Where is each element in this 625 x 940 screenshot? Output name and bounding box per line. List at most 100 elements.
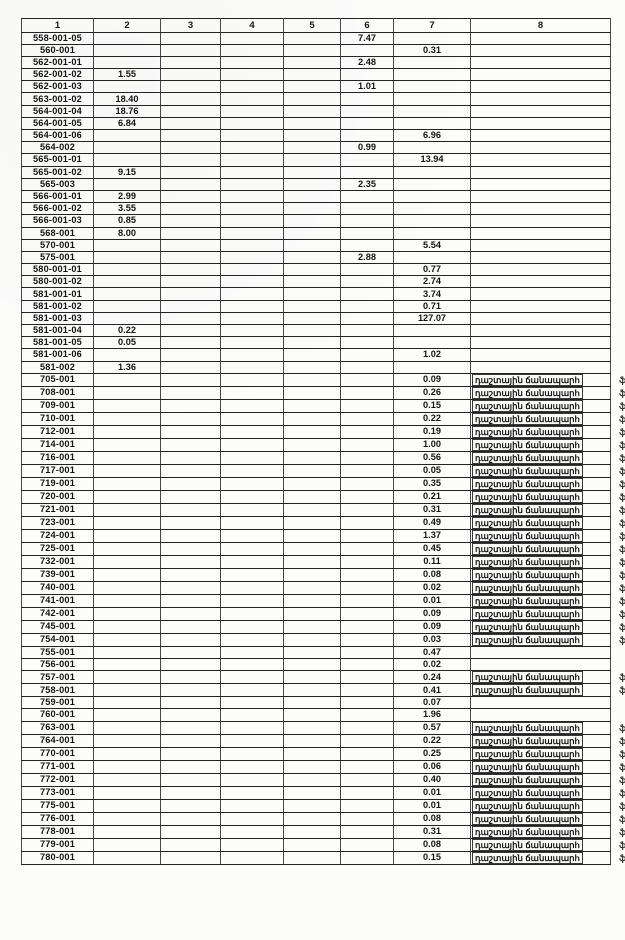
road-type-label: դաշտային ճանապարհ: [472, 825, 583, 838]
table-row: 721-001 0.31 դաշտային ճանապարհ ֆ: [21, 502, 625, 517]
empty-col3-cell: [160, 489, 221, 504]
empty-col4-cell: [220, 238, 284, 252]
value-col6-cell: [340, 336, 394, 350]
value-col6-cell: [340, 619, 394, 634]
road-type-label: դաշտային ճանապարհ: [472, 529, 583, 542]
parcel-id-cell: 562-001-01: [21, 55, 94, 70]
table-row: 566-001-03 0.85: [21, 214, 611, 228]
value-col2-cell: [93, 580, 161, 595]
table-row: 725-001 0.45 դաշտային ճանապարհ ֆ: [21, 541, 625, 556]
table-row: 719-001 0.35 դաշտային ճանապարհ ֆ: [21, 476, 625, 491]
parcel-id-cell: 710-001: [21, 411, 94, 426]
value-col7-cell: 2.74: [393, 275, 471, 289]
empty-col4-cell: [220, 645, 284, 659]
parcel-id-cell: 581-001-03: [21, 311, 94, 326]
table-row: 716-001 0.56 դաշտային ճանապարհ ֆ: [21, 450, 625, 465]
edge-text-fragment: ֆ: [619, 504, 625, 515]
value-col2-cell: [93, 348, 161, 362]
empty-col3-cell: [160, 850, 221, 865]
value-col7-cell: 0.21: [393, 489, 471, 504]
road-type-label: դաշտային ճանապարհ: [472, 451, 583, 464]
value-col2-cell: 3.55: [93, 202, 161, 216]
table-row: 705-001 0.09 դաշտային ճանապարհ ֆ: [21, 372, 625, 387]
value-col7-cell: 0.56: [393, 450, 471, 465]
value-col2-cell: [93, 55, 161, 70]
road-type-label: դաշտային ճանապարհ: [472, 516, 583, 529]
empty-col3-cell: [160, 824, 221, 839]
value-col7-cell: 1.02: [393, 348, 471, 362]
table-row: 763-001 0.57 դաշտային ճանապարհ ֆ: [21, 720, 625, 735]
edge-text-fragment: ֆ: [619, 634, 625, 645]
land-use-cell: [470, 696, 611, 710]
table-row: 739-001 0.08 դաշտային ճանապարհ ֆ: [21, 567, 625, 582]
edge-text-fragment: ֆ: [619, 852, 625, 863]
road-type-label: դաշտային ճանապարհ: [472, 734, 583, 747]
empty-col5-cell: [283, 311, 341, 326]
empty-col5-cell: [283, 250, 341, 265]
empty-col5-cell: [283, 92, 341, 106]
value-col6-cell: [340, 424, 394, 439]
table-row: 780-001 0.15 դաշտային ճանապարհ ֆ: [21, 850, 625, 865]
land-use-cell: [470, 238, 611, 252]
value-col7-cell: 0.47: [393, 645, 471, 659]
edge-text-fragment: ֆ: [619, 465, 625, 476]
table-row: 724-001 1.37 դաշտային ճանապարհ ֆ: [21, 528, 625, 543]
empty-col4-cell: [220, 670, 284, 685]
land-use-cell: [470, 311, 611, 326]
empty-col3-cell: [160, 360, 221, 374]
empty-col3-cell: [160, 238, 221, 252]
empty-col5-cell: [283, 785, 341, 800]
value-col2-cell: [93, 502, 161, 517]
value-col6-cell: [340, 189, 394, 204]
empty-col3-cell: [160, 92, 221, 106]
empty-col5-cell: [283, 541, 341, 556]
empty-col3-cell: [160, 336, 221, 350]
value-col2-cell: [93, 824, 161, 839]
land-use-cell: [470, 68, 611, 82]
empty-col5-cell: [283, 476, 341, 491]
value-col2-cell: [93, 287, 161, 301]
value-col6-cell: [340, 670, 394, 685]
edge-text-fragment: ֆ: [619, 621, 625, 632]
empty-col4-cell: [220, 837, 284, 852]
value-col6-cell: [340, 772, 394, 787]
parcel-id-cell: 565-001-02: [21, 165, 94, 179]
parcel-id-cell: 779-001: [21, 837, 94, 852]
table-row: 760-001 1.96: [21, 708, 611, 722]
table-row: 564-001-05 6.84: [21, 116, 611, 131]
value-col7-cell: 0.40: [393, 772, 471, 787]
value-col2-cell: [93, 720, 161, 735]
value-col7-cell: 0.03: [393, 632, 471, 647]
road-type-label: դաշտային ճանապարհ: [472, 555, 583, 568]
empty-col5-cell: [283, 360, 341, 374]
empty-col5-cell: [283, 670, 341, 685]
value-col7-cell: [393, 226, 471, 240]
empty-col5-cell: [283, 645, 341, 659]
empty-col4-cell: [220, 798, 284, 813]
parcel-id-cell: 709-001: [21, 398, 94, 413]
land-use-cell: դաշտային ճանապարհ ֆ: [470, 632, 625, 647]
empty-col5-cell: [283, 720, 341, 735]
value-col7-cell: 0.45: [393, 541, 471, 556]
empty-col5-cell: [283, 214, 341, 228]
table-row: 563-001-02 18.40: [21, 92, 611, 106]
empty-col3-cell: [160, 798, 221, 813]
parcel-id-cell: 755-001: [21, 645, 94, 659]
value-col6-cell: [340, 128, 394, 143]
value-col2-cell: [93, 250, 161, 265]
value-col6-cell: [340, 708, 394, 722]
value-col7-cell: 0.22: [393, 411, 471, 426]
land-use-cell: [470, 657, 611, 672]
road-type-label: դաշտային ճանապարհ: [472, 812, 583, 825]
empty-col4-cell: [220, 593, 284, 608]
empty-col5-cell: [283, 177, 341, 191]
value-col6-cell: 2.48: [340, 55, 394, 70]
land-use-cell: դաշտային ճանապարհ ֆ: [470, 720, 625, 735]
table-row: 575-001 2.88: [21, 250, 611, 265]
value-col6-cell: [340, 567, 394, 582]
value-col6-cell: [340, 798, 394, 813]
empty-col5-cell: [283, 696, 341, 710]
empty-col5-cell: [283, 141, 341, 155]
parcel-id-cell: 581-001-02: [21, 299, 94, 313]
empty-col3-cell: [160, 31, 221, 45]
